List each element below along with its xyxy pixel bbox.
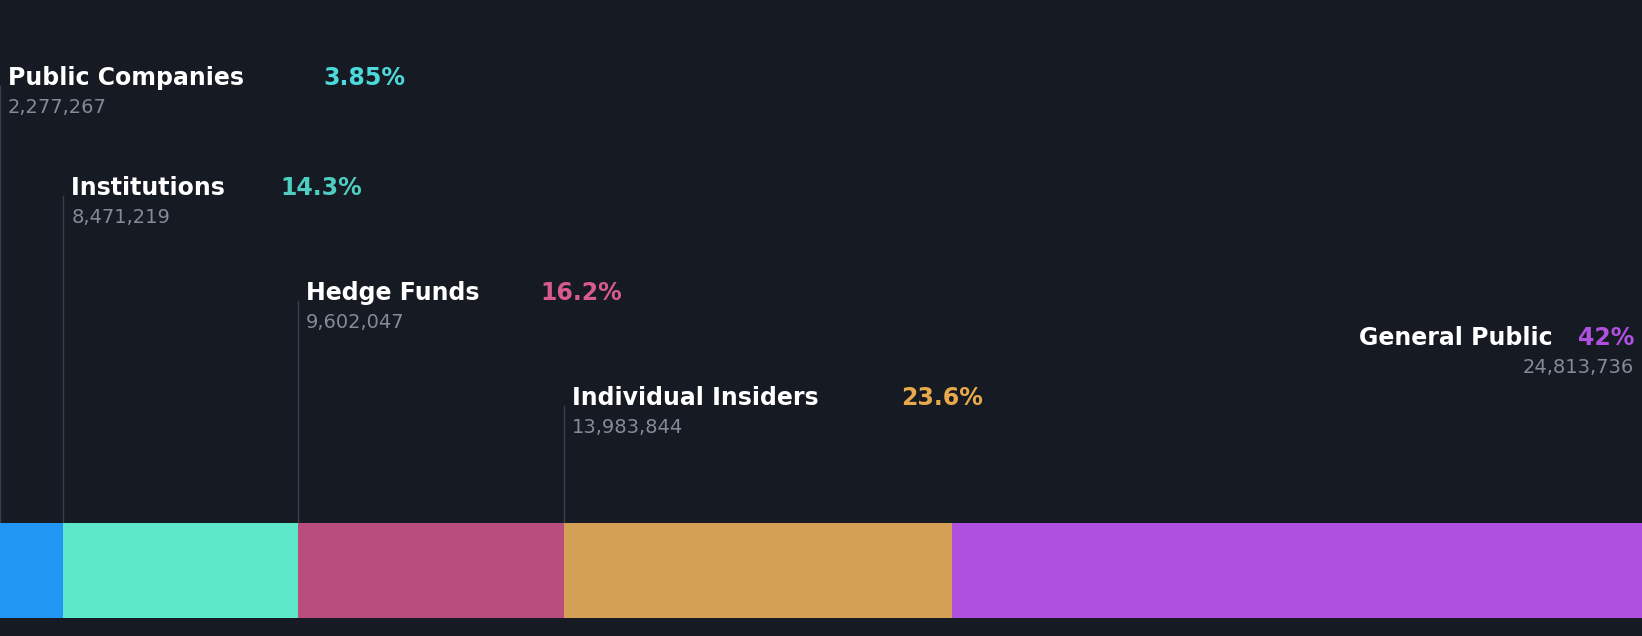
Text: 23.6%: 23.6%	[901, 386, 984, 410]
Bar	[565, 523, 952, 618]
Text: General Public: General Public	[1360, 326, 1562, 350]
Bar	[299, 523, 565, 618]
Text: 42%: 42%	[1578, 326, 1634, 350]
Text: 8,471,219: 8,471,219	[71, 208, 171, 227]
Text: 16.2%: 16.2%	[540, 281, 622, 305]
Bar	[952, 523, 1642, 618]
Bar	[64, 523, 299, 618]
Text: 13,983,844: 13,983,844	[573, 418, 683, 437]
Bar	[0, 523, 64, 618]
Text: 14.3%: 14.3%	[281, 176, 363, 200]
Text: Institutions: Institutions	[71, 176, 233, 200]
Text: 9,602,047: 9,602,047	[305, 313, 406, 332]
Text: Hedge Funds: Hedge Funds	[305, 281, 488, 305]
Text: 3.85%: 3.85%	[323, 66, 406, 90]
Text: Public Companies: Public Companies	[8, 66, 253, 90]
Text: 24,813,736: 24,813,736	[1522, 358, 1634, 377]
Text: 2,277,267: 2,277,267	[8, 98, 107, 117]
Text: Individual Insiders: Individual Insiders	[573, 386, 828, 410]
